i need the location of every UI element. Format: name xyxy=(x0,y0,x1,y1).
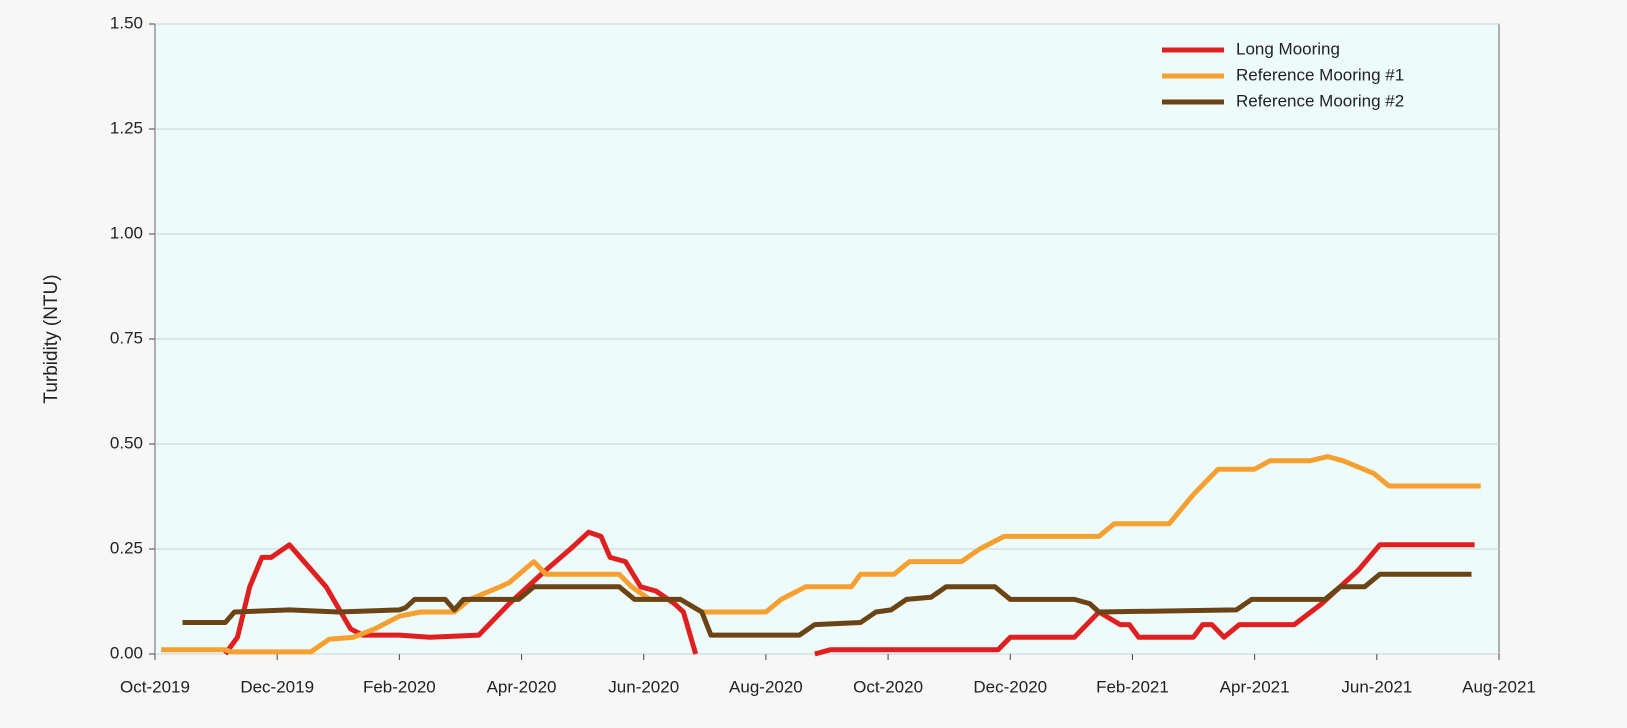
x-tick-label: Jun-2020 xyxy=(608,677,679,696)
y-tick-label: 1.50 xyxy=(110,13,143,32)
x-tick-label: Apr-2020 xyxy=(487,677,557,696)
y-axis-label: Turbidity (NTU) xyxy=(41,274,62,403)
y-tick-label: 0.25 xyxy=(110,538,143,557)
legend-label: Reference Mooring #2 xyxy=(1236,91,1404,110)
x-tick-label: Jun-2021 xyxy=(1341,677,1412,696)
y-tick-label: 1.25 xyxy=(110,118,143,137)
x-tick-label: Oct-2020 xyxy=(853,677,923,696)
y-tick-label: 1.00 xyxy=(110,223,143,242)
x-tick-label: Aug-2020 xyxy=(729,677,803,696)
x-tick-label: Dec-2019 xyxy=(240,677,314,696)
x-tick-label: Dec-2020 xyxy=(973,677,1047,696)
series-line xyxy=(161,454,1481,655)
y-tick-label: 0.75 xyxy=(110,328,143,347)
legend-label: Reference Mooring #1 xyxy=(1236,65,1404,84)
series-line xyxy=(223,529,1475,657)
y-tick-label: 0.50 xyxy=(110,433,143,452)
legend-label: Long Mooring xyxy=(1236,39,1340,58)
x-tick-label: Aug-2021 xyxy=(1462,677,1536,696)
x-tick-label: Feb-2020 xyxy=(363,677,436,696)
series-line xyxy=(182,571,1472,638)
x-tick-label: Apr-2021 xyxy=(1220,677,1290,696)
y-tick-label: 0.00 xyxy=(110,643,143,662)
x-tick-label: Oct-2019 xyxy=(120,677,190,696)
x-tick-label: Feb-2021 xyxy=(1096,677,1169,696)
